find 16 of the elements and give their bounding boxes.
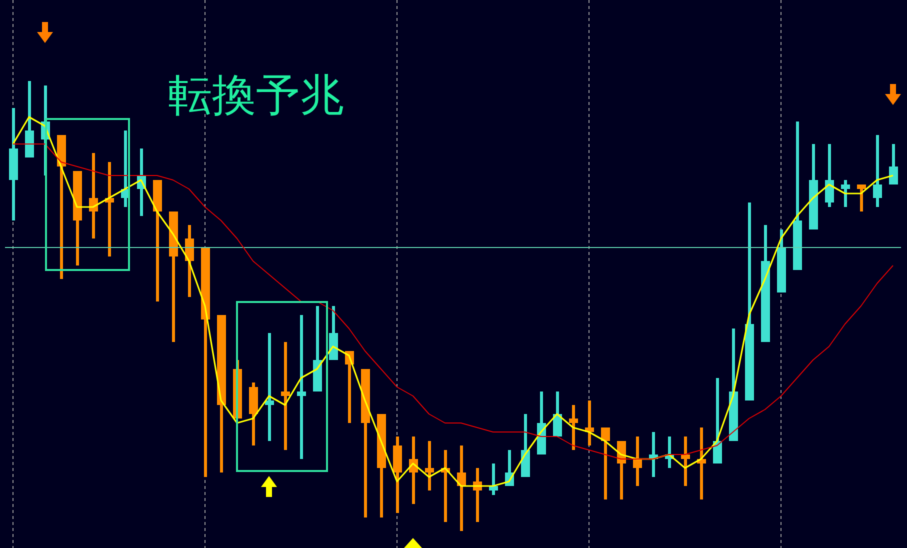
candlestick [713, 378, 722, 464]
candlestick [633, 436, 642, 486]
candlestick [297, 315, 306, 459]
candlestick [825, 144, 834, 207]
candlestick [601, 428, 610, 500]
candlestick [857, 184, 866, 212]
candlestick [873, 135, 882, 207]
candlestick [841, 180, 850, 207]
candlestick [265, 333, 274, 441]
candlestick [569, 405, 578, 450]
candlestick [889, 144, 898, 184]
candlestick [425, 441, 434, 490]
candlestick [281, 342, 290, 450]
candlestick [681, 436, 690, 486]
candlestick [553, 392, 562, 436]
annotation: 転換予兆 [168, 70, 344, 121]
